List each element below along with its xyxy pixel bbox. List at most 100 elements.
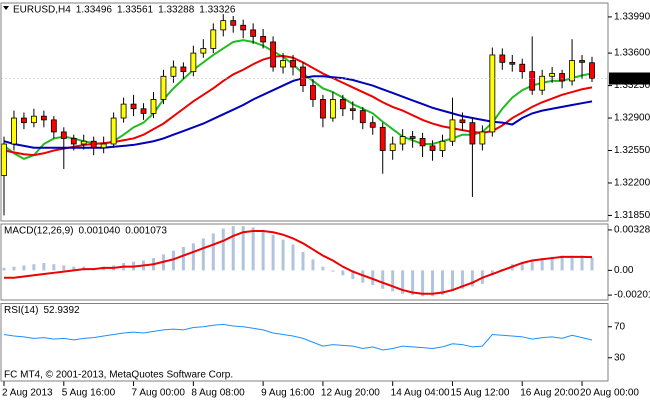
- candle-body: [180, 66, 187, 73]
- x-tick-label: 9 Aug 16:00: [261, 388, 315, 399]
- candle-body: [469, 122, 476, 145]
- y-tick-label: 1.33250: [614, 80, 650, 91]
- candle-body: [359, 110, 366, 124]
- x-tick-label: 15 Aug 12:00: [450, 388, 509, 399]
- plot-area: [1, 14, 608, 216]
- macd-bar: [181, 246, 185, 271]
- macd-bar: [460, 270, 464, 289]
- x-tick-label: 8 Aug 08:00: [191, 388, 245, 399]
- macd-bar: [351, 270, 355, 279]
- candle-body: [140, 108, 147, 114]
- indicator-line: [4, 230, 593, 295]
- macd-bar: [261, 229, 265, 271]
- candle-body: [120, 103, 127, 119]
- candle-body: [389, 143, 396, 151]
- macd-bar: [72, 266, 76, 271]
- candle-body: [80, 140, 87, 145]
- y-tick-label: 1.32200: [614, 178, 650, 189]
- macd-bar: [52, 264, 56, 271]
- candle-body: [509, 61, 516, 65]
- candle-body: [40, 115, 47, 121]
- y-tick-label: 30: [614, 352, 626, 363]
- macd-bar: [550, 256, 554, 271]
- macd-bar: [281, 239, 285, 271]
- x-tick-label: 14 Aug 04:00: [391, 388, 450, 399]
- panel-header: 1.33288: [158, 5, 195, 16]
- macd-bar: [2, 267, 6, 271]
- macd-bar: [311, 259, 315, 271]
- macd-bar: [401, 270, 405, 294]
- macd-bar: [590, 257, 594, 271]
- macd-bar: [391, 270, 395, 292]
- candle-body: [399, 136, 406, 145]
- candle-body: [519, 63, 526, 73]
- candle-body: [349, 108, 356, 112]
- copyright: FC MT4, © 2001-2013, MetaQuotes Software…: [4, 370, 233, 381]
- x-tick-label: 20 Aug 00:00: [580, 388, 639, 399]
- candle-body: [559, 73, 566, 82]
- macd-bar: [271, 234, 275, 271]
- macd-bar: [331, 270, 335, 272]
- candle-body: [260, 35, 267, 43]
- candle-body: [579, 60, 585, 63]
- panel-frame: [0, 303, 609, 382]
- macd-bar: [580, 255, 584, 271]
- candle-body: [589, 62, 595, 79]
- panel-icon: [3, 6, 9, 10]
- panel-header: 1.33561: [117, 5, 154, 16]
- candle-body: [190, 52, 197, 73]
- x-tick-label: 12 Aug 20:00: [321, 388, 380, 399]
- panel-header: 0.001073: [125, 226, 167, 237]
- macd-bar: [371, 270, 375, 286]
- macd-bar: [201, 238, 205, 271]
- panel-header: EURUSD,H4: [13, 5, 71, 16]
- panel-header: 0.001040: [78, 226, 120, 237]
- macd-bar: [431, 270, 435, 297]
- candle-body: [11, 117, 17, 145]
- candle-body: [270, 41, 276, 68]
- macd-bar: [450, 270, 454, 292]
- candle-body: [379, 126, 386, 151]
- candle-body: [250, 29, 257, 37]
- candle-body: [1, 143, 7, 176]
- y-tick-label: 1.33600: [614, 48, 650, 59]
- plot-area: [2, 226, 594, 297]
- indicator-line: [3, 323, 593, 351]
- candle-body: [329, 99, 336, 119]
- y-tick-label: 0.003289: [614, 225, 650, 236]
- macd-bar: [241, 226, 245, 271]
- macd-bar: [301, 251, 305, 271]
- candle-body: [549, 73, 556, 77]
- candle-body: [429, 145, 436, 151]
- candle-body: [479, 131, 486, 145]
- macd-bar: [570, 255, 574, 271]
- panel-frame: [0, 223, 609, 301]
- panel-header: MACD(12,26,9): [4, 226, 73, 237]
- candle-body: [130, 103, 137, 110]
- x-tick-label: 7 Aug 00:00: [132, 388, 186, 399]
- candle-body: [499, 54, 506, 63]
- y-tick-label: 70: [614, 321, 626, 332]
- y-tick-label: 1.31850: [614, 210, 650, 221]
- candle-body: [230, 20, 237, 26]
- macd-bar: [441, 270, 445, 295]
- candle-body: [459, 119, 466, 124]
- candle-body: [210, 29, 217, 49]
- macd-bar: [490, 270, 494, 276]
- panel-header: 1.33326: [199, 5, 236, 16]
- candle-body: [409, 136, 416, 139]
- macd-bar: [421, 270, 425, 297]
- candle-body: [70, 138, 77, 145]
- panel-header: RSI(14): [4, 305, 38, 316]
- macd-bar: [560, 255, 564, 271]
- macd-bar: [42, 262, 46, 271]
- price-tag-label: 1.33326: [612, 73, 649, 84]
- candle-body: [569, 60, 575, 82]
- candle-body: [90, 140, 97, 149]
- macd-bar: [291, 244, 295, 271]
- candle-body: [439, 140, 446, 151]
- macd-bar: [361, 270, 365, 283]
- x-tick-label: 16 Aug 20:00: [520, 388, 579, 399]
- candle-body: [539, 75, 546, 91]
